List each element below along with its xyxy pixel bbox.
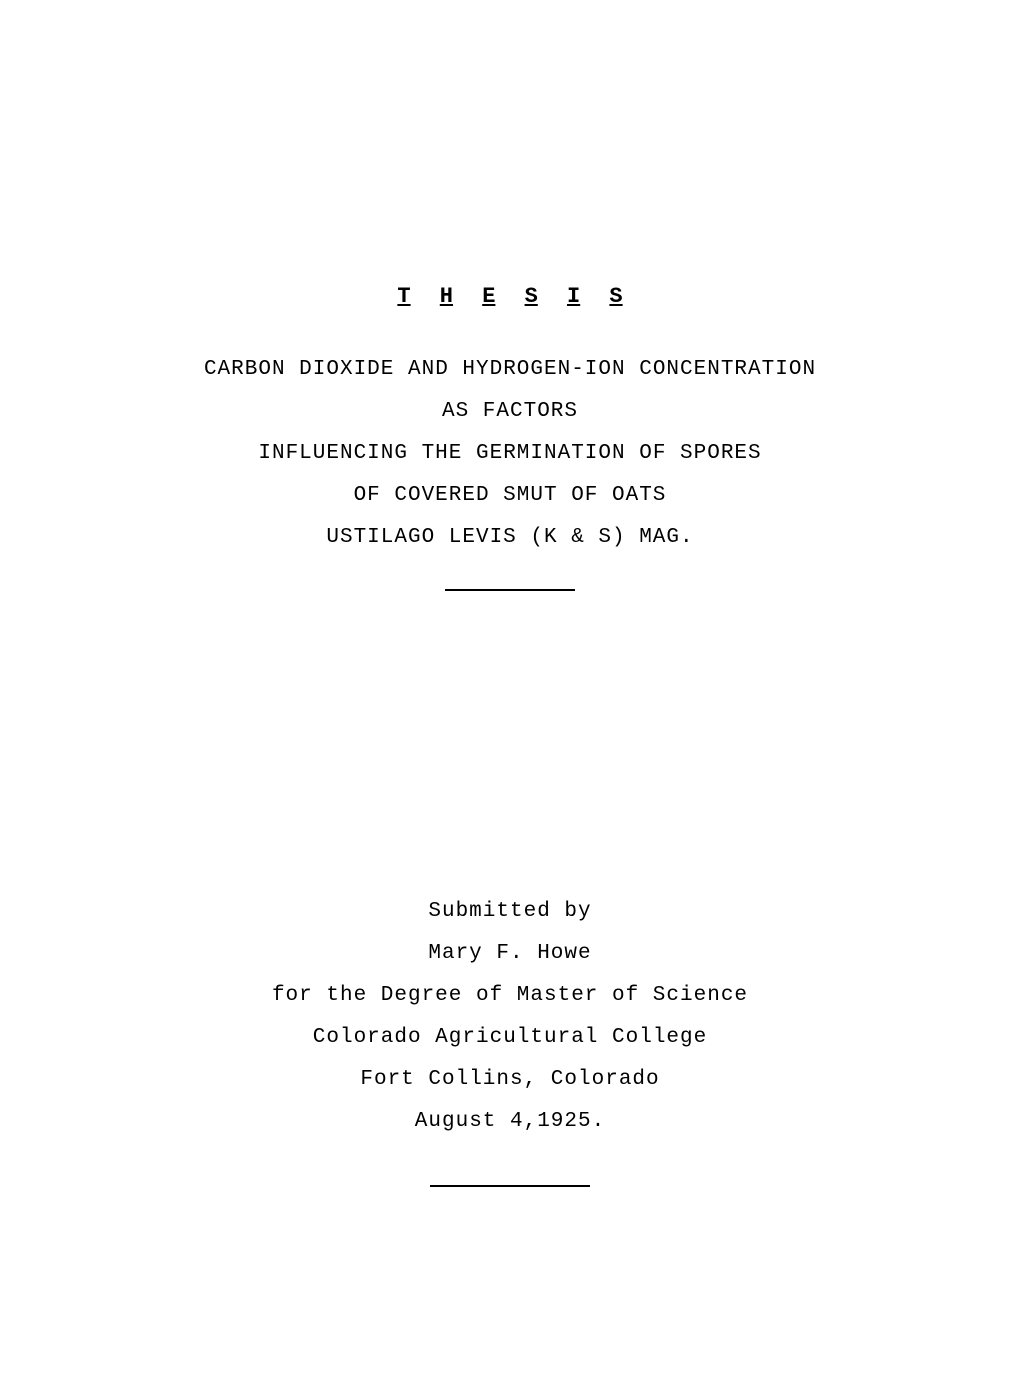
title-line-4: OF COVERED SMUT OF OATS xyxy=(0,475,1020,517)
author-line-3: for the Degree of Master of Science xyxy=(0,975,1020,1017)
thesis-title-page: T H E S I S CARBON DIOXIDE AND HYDROGEN-… xyxy=(0,0,1020,1381)
title-line-2: AS FACTORS xyxy=(0,391,1020,433)
thesis-heading: T H E S I S xyxy=(0,284,1020,309)
content-block: T H E S I S CARBON DIOXIDE AND HYDROGEN-… xyxy=(0,284,1020,1229)
heading-letter-i: I xyxy=(567,284,580,309)
heading-letter-e: E xyxy=(482,284,495,309)
title-line-1: CARBON DIOXIDE AND HYDROGEN-ION CONCENTR… xyxy=(0,349,1020,391)
divider-2 xyxy=(430,1185,590,1187)
heading-letter-h: H xyxy=(440,284,453,309)
author-line-4: Colorado Agricultural College xyxy=(0,1017,1020,1059)
title-block: CARBON DIOXIDE AND HYDROGEN-ION CONCENTR… xyxy=(0,349,1020,559)
author-line-5: Fort Collins, Colorado xyxy=(0,1059,1020,1101)
title-line-5: USTILAGO LEVIS (K & S) MAG. xyxy=(0,517,1020,559)
author-line-1: Submitted by xyxy=(0,891,1020,933)
author-block: Submitted by Mary F. Howe for the Degree… xyxy=(0,891,1020,1143)
author-line-2: Mary F. Howe xyxy=(0,933,1020,975)
title-line-3: INFLUENCING THE GERMINATION OF SPORES xyxy=(0,433,1020,475)
divider-1 xyxy=(445,589,575,591)
heading-letter-s: S xyxy=(525,284,538,309)
heading-letter-s2: S xyxy=(609,284,622,309)
heading-letter-t: T xyxy=(397,284,410,309)
author-line-6: August 4,1925. xyxy=(0,1101,1020,1143)
